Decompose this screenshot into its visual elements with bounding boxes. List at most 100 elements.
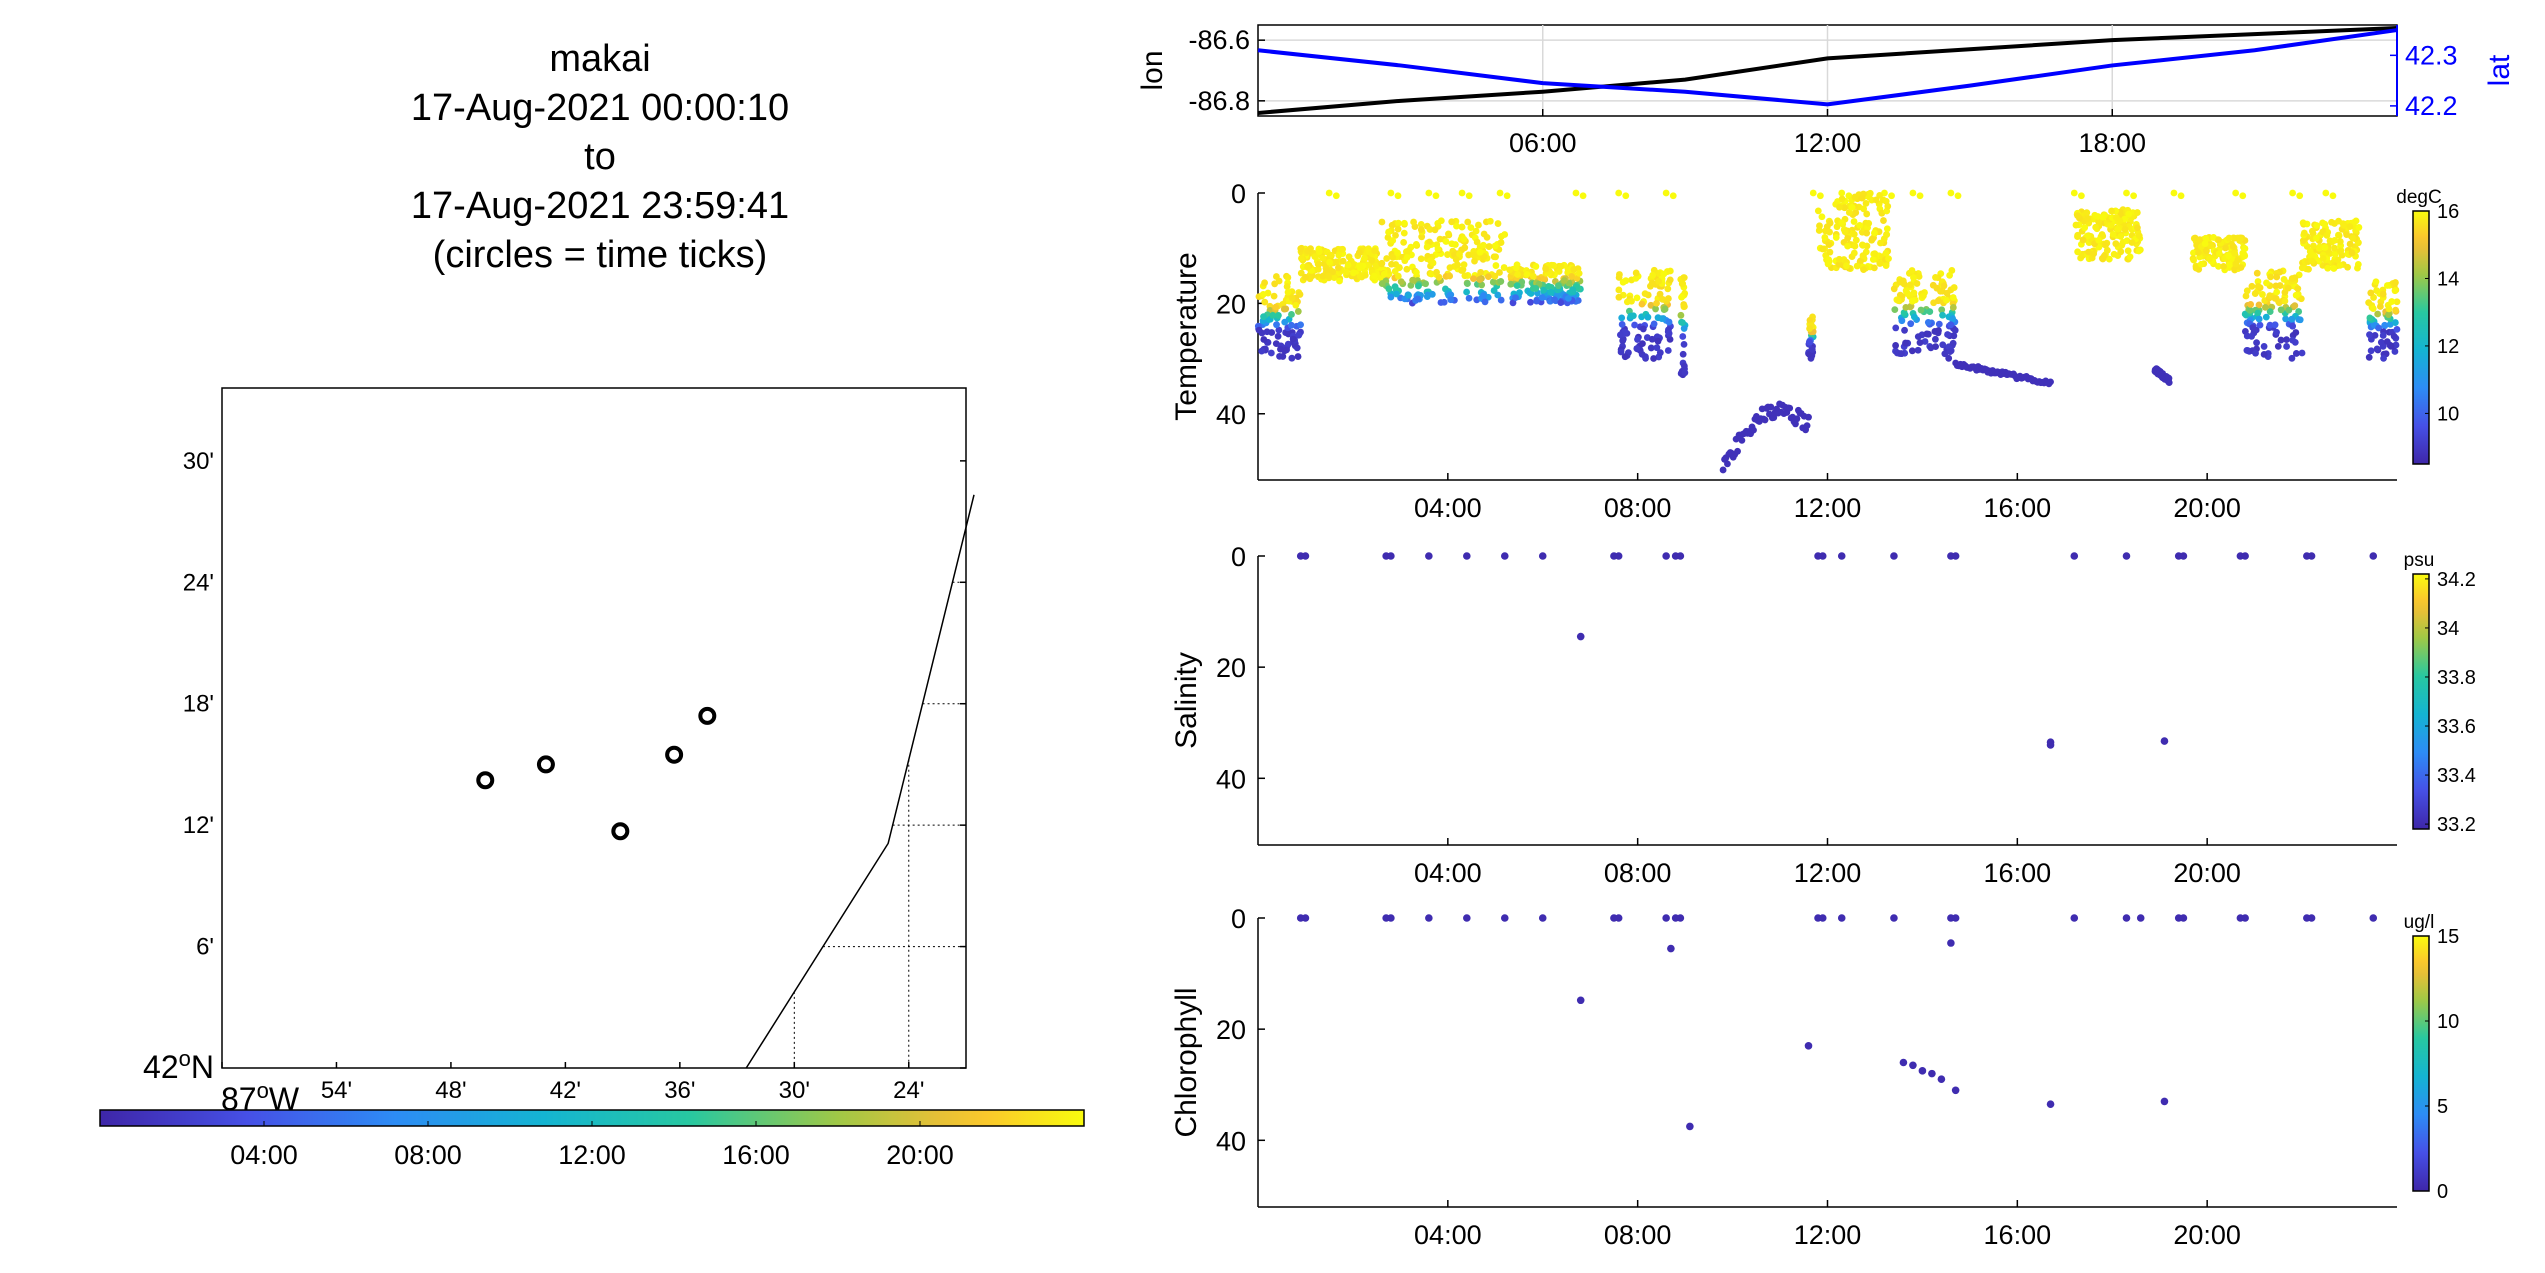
temperature-point bbox=[2272, 282, 2280, 290]
temperature-point bbox=[1814, 207, 1822, 215]
chlorophyll-ytick-label: 0 bbox=[1231, 904, 1246, 934]
temperature-point bbox=[1452, 256, 1460, 264]
temperature-point bbox=[1950, 284, 1958, 291]
temperature-point bbox=[1863, 229, 1871, 237]
temperature-point bbox=[1639, 340, 1646, 348]
temperature-point bbox=[1865, 220, 1873, 227]
temperature-point bbox=[1394, 219, 1402, 227]
temperature-point bbox=[1496, 189, 1504, 197]
title-line-4: 17-Aug-2021 23:59:41 bbox=[410, 185, 790, 227]
temperature-point bbox=[2273, 273, 2281, 281]
temperature-point bbox=[1529, 272, 1537, 280]
temperature-point bbox=[2328, 218, 2335, 226]
temperature-point bbox=[1496, 269, 1503, 276]
temperature-point bbox=[2190, 256, 2198, 264]
temperature-point bbox=[2117, 248, 2125, 256]
temperature-point bbox=[1283, 283, 1291, 290]
temperature-point bbox=[2310, 242, 2317, 250]
temperature-point bbox=[1557, 262, 1565, 270]
temperature-point bbox=[1681, 303, 1688, 310]
salinity-point bbox=[2122, 552, 2131, 560]
salinity-point bbox=[2241, 552, 2249, 560]
temperature-point bbox=[1947, 189, 1955, 197]
temperature-point bbox=[1451, 241, 1459, 248]
salinity-xtick-label: 08:00 bbox=[1604, 858, 1672, 888]
lonlat-xtick-label: 18:00 bbox=[2078, 128, 2146, 158]
temperature-point bbox=[2237, 264, 2245, 271]
map-colorbar-label: 16:00 bbox=[722, 1140, 790, 1170]
temperature-point bbox=[2288, 315, 2296, 323]
temperature-point bbox=[1491, 242, 1499, 250]
temperature-point bbox=[2081, 224, 2089, 232]
temperature-point bbox=[1619, 278, 1627, 286]
temperature-point bbox=[1557, 299, 1565, 306]
salinity-point bbox=[1538, 552, 1547, 560]
temperature-point bbox=[2230, 234, 2238, 242]
lonlat-ytick-left-label: -86.6 bbox=[1188, 25, 1250, 55]
temperature-point bbox=[1356, 272, 1364, 280]
salinity-colorbar-label: 33.4 bbox=[2437, 765, 2476, 787]
temperature-point bbox=[1344, 261, 1352, 269]
temperature-point bbox=[1268, 329, 1276, 336]
lonlat-xtick-label: 06:00 bbox=[1509, 128, 1577, 158]
temperature-point bbox=[2084, 215, 2092, 223]
temperature-point bbox=[1654, 337, 1662, 345]
temperature-point bbox=[2373, 287, 2380, 294]
temperature-point bbox=[1910, 274, 1917, 281]
temperature-point bbox=[2392, 306, 2400, 314]
temperature-point bbox=[1850, 249, 1858, 257]
temperature-point bbox=[1501, 231, 1509, 238]
temperature-point bbox=[1551, 296, 1558, 304]
temperature-point bbox=[1343, 268, 1350, 276]
temperature-point bbox=[1514, 271, 1522, 278]
temperature-point bbox=[2334, 256, 2342, 264]
salinity-point bbox=[2179, 552, 2188, 560]
temperature-point bbox=[1949, 339, 1957, 347]
temperature-point bbox=[1898, 350, 1905, 357]
temperature-point bbox=[2070, 189, 2078, 197]
temperature-colorbar-label: 16 bbox=[2437, 201, 2459, 223]
temperature-point bbox=[2296, 316, 2304, 324]
temperature-point bbox=[1882, 249, 1890, 257]
temperature-point bbox=[1883, 225, 1891, 233]
temperature-point bbox=[1616, 331, 1624, 339]
temperature-point bbox=[1294, 353, 1302, 360]
temperature-point bbox=[2125, 210, 2133, 218]
temperature-point bbox=[1405, 291, 1412, 299]
temperature-point bbox=[1805, 413, 1812, 421]
temperature-point bbox=[1470, 275, 1477, 283]
temperature-point bbox=[1361, 254, 1368, 262]
temperature-point bbox=[1885, 255, 1892, 263]
temperature-point bbox=[1323, 267, 1330, 275]
temperature-point bbox=[1464, 218, 1472, 226]
temperature-point bbox=[2371, 331, 2379, 339]
chlorophyll-point bbox=[1951, 914, 1960, 922]
temperature-point bbox=[1632, 269, 1640, 277]
map-lat-label-main: 42 bbox=[143, 1049, 179, 1085]
chlorophyll-point bbox=[1937, 1075, 1946, 1083]
temperature-point bbox=[1297, 269, 1305, 277]
temperature-point bbox=[1458, 267, 1465, 274]
temperature-point bbox=[2316, 243, 2324, 251]
temperature-point bbox=[1330, 274, 1338, 282]
temperature-point bbox=[1433, 268, 1440, 276]
temperature-point bbox=[1947, 321, 1955, 329]
chlorophyll-point bbox=[1899, 1058, 1908, 1067]
lonlat-ytick-right-label: 42.2 bbox=[2405, 91, 2458, 121]
temperature-ytick-label: 20 bbox=[1216, 289, 1246, 319]
temperature-point bbox=[2391, 348, 2399, 355]
temperature-point bbox=[2336, 261, 2344, 269]
temperature-point bbox=[2243, 346, 2251, 354]
chlorophyll-point bbox=[1918, 1067, 1927, 1075]
temperature-point bbox=[1497, 239, 1505, 246]
salinity-point bbox=[1387, 552, 1395, 560]
temperature-point bbox=[1465, 294, 1473, 302]
temperature-point bbox=[1460, 261, 1468, 269]
temperature-point bbox=[2291, 302, 2299, 310]
temperature-point bbox=[2339, 220, 2347, 228]
temperature-point bbox=[1275, 312, 1282, 319]
temperature-point bbox=[2121, 226, 2129, 233]
temperature-point bbox=[2336, 238, 2344, 245]
temperature-point bbox=[2177, 192, 2185, 200]
chlorophyll-point bbox=[1500, 914, 1509, 922]
